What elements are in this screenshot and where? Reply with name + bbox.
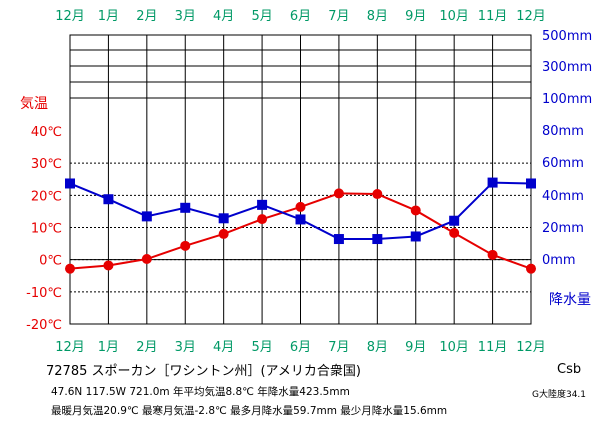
month-label-bottom: 7月 xyxy=(328,340,349,355)
temp-tick-label: 20℃ xyxy=(31,189,62,204)
precipitation-point xyxy=(333,234,344,245)
precipitation-point xyxy=(295,214,306,225)
month-label-top: 12月 xyxy=(55,9,85,24)
temperature-point xyxy=(487,249,498,260)
precip-tick-label: 80mm xyxy=(542,124,584,139)
month-label-top: 2月 xyxy=(136,9,157,24)
temperature-point xyxy=(257,214,268,225)
precip-tick-label: 40mm xyxy=(542,189,584,204)
month-label-bottom: 8月 xyxy=(367,340,388,355)
precipitation-point xyxy=(257,199,268,210)
temp-tick-label: 10℃ xyxy=(31,222,62,237)
temperature-point xyxy=(295,201,306,212)
month-label-top: 8月 xyxy=(367,9,388,24)
precipitation-point xyxy=(449,215,460,226)
month-label-bottom: 11月 xyxy=(478,340,508,355)
month-label-bottom: 3月 xyxy=(175,340,196,355)
month-label-top: 1月 xyxy=(98,9,119,24)
axis-labels: 12月 1月 2月 3月 4月 5月 6月 7月 8月 9月 10月 11月 12月 12月 1月 2月 3月 4… xyxy=(20,9,592,355)
month-label-bottom: 10月 xyxy=(439,340,469,355)
month-label-bottom: 5月 xyxy=(251,340,272,355)
precipitation-point xyxy=(218,213,229,224)
precipitation-point xyxy=(141,211,152,222)
station-stats-2: 最暖月気温20.9℃ 最寒月気温-2.8℃ 最多月降水量59.7mm 最少月降水… xyxy=(51,405,448,417)
month-label-top: 5月 xyxy=(251,9,272,24)
month-label-top: 3月 xyxy=(175,9,196,24)
precipitation-point xyxy=(487,177,498,188)
precipitation-point xyxy=(372,234,383,245)
temp-tick-label: 30℃ xyxy=(31,157,62,172)
precip-tick-label: 300mm xyxy=(542,60,592,75)
precipitation-point xyxy=(65,178,75,189)
precipitation-point xyxy=(180,202,191,213)
koppen-class: Csb xyxy=(557,362,582,377)
month-label-bottom: 9月 xyxy=(405,340,426,355)
month-label-top: 6月 xyxy=(290,9,311,24)
precip-tick-label: 20mm xyxy=(542,221,584,236)
temperature-point xyxy=(333,188,344,199)
temperature-point xyxy=(372,189,383,200)
precip-axis-title: 降水量 xyxy=(549,292,591,308)
precip-tick-label: 0mm xyxy=(542,253,576,268)
month-label-bottom: 2月 xyxy=(136,340,157,355)
series-layer xyxy=(65,177,536,274)
month-label-top: 12月 xyxy=(516,9,546,24)
month-label-bottom: 1月 xyxy=(98,340,119,355)
temp-tick-label: -20℃ xyxy=(26,318,62,333)
station-stats-1: 47.6N 117.5W 721.0m 年平均気温8.8℃ 年降水量423.5m… xyxy=(51,386,350,398)
precip-tick-label: 500mm xyxy=(542,29,592,44)
month-label-top: 7月 xyxy=(328,9,349,24)
plot-frame xyxy=(69,34,532,325)
continentality-index: G大陸度34.1 xyxy=(532,390,587,400)
month-label-bottom: 4月 xyxy=(213,340,234,355)
precipitation-point xyxy=(526,178,536,189)
temperature-point xyxy=(103,260,114,271)
temperature-point xyxy=(65,263,75,274)
month-label-bottom: 12月 xyxy=(55,340,85,355)
temp-axis-title: 気温 xyxy=(20,96,48,112)
month-label-bottom: 12月 xyxy=(516,340,546,355)
precipitation-point xyxy=(410,231,421,242)
temp-tick-label: 0℃ xyxy=(39,254,62,269)
month-label-top: 9月 xyxy=(405,9,426,24)
temp-tick-label: 40℃ xyxy=(31,125,62,140)
temperature-point xyxy=(141,254,152,265)
month-label-top: 4月 xyxy=(213,9,234,24)
temperature-point xyxy=(218,228,229,239)
precipitation-point xyxy=(103,194,114,205)
temperature-point xyxy=(410,205,421,216)
temp-tick-label: -10℃ xyxy=(26,286,62,301)
station-title: 72785 スポーカン［ワシントン州］(アメリカ合衆国) xyxy=(46,364,361,379)
month-label-bottom: 6月 xyxy=(290,340,311,355)
temperature-point xyxy=(449,227,460,238)
precip-tick-label: 100mm xyxy=(542,92,592,107)
month-label-top: 11月 xyxy=(478,9,508,24)
precip-tick-label: 60mm xyxy=(542,156,584,171)
climate-chart: 12月 1月 2月 3月 4月 5月 6月 7月 8月 9月 10月 11月 12月 12月 1月 2月 3月 4… xyxy=(20,9,592,355)
month-label-top: 10月 xyxy=(439,9,469,24)
temperature-point xyxy=(180,240,191,251)
temperature-point xyxy=(526,263,536,274)
